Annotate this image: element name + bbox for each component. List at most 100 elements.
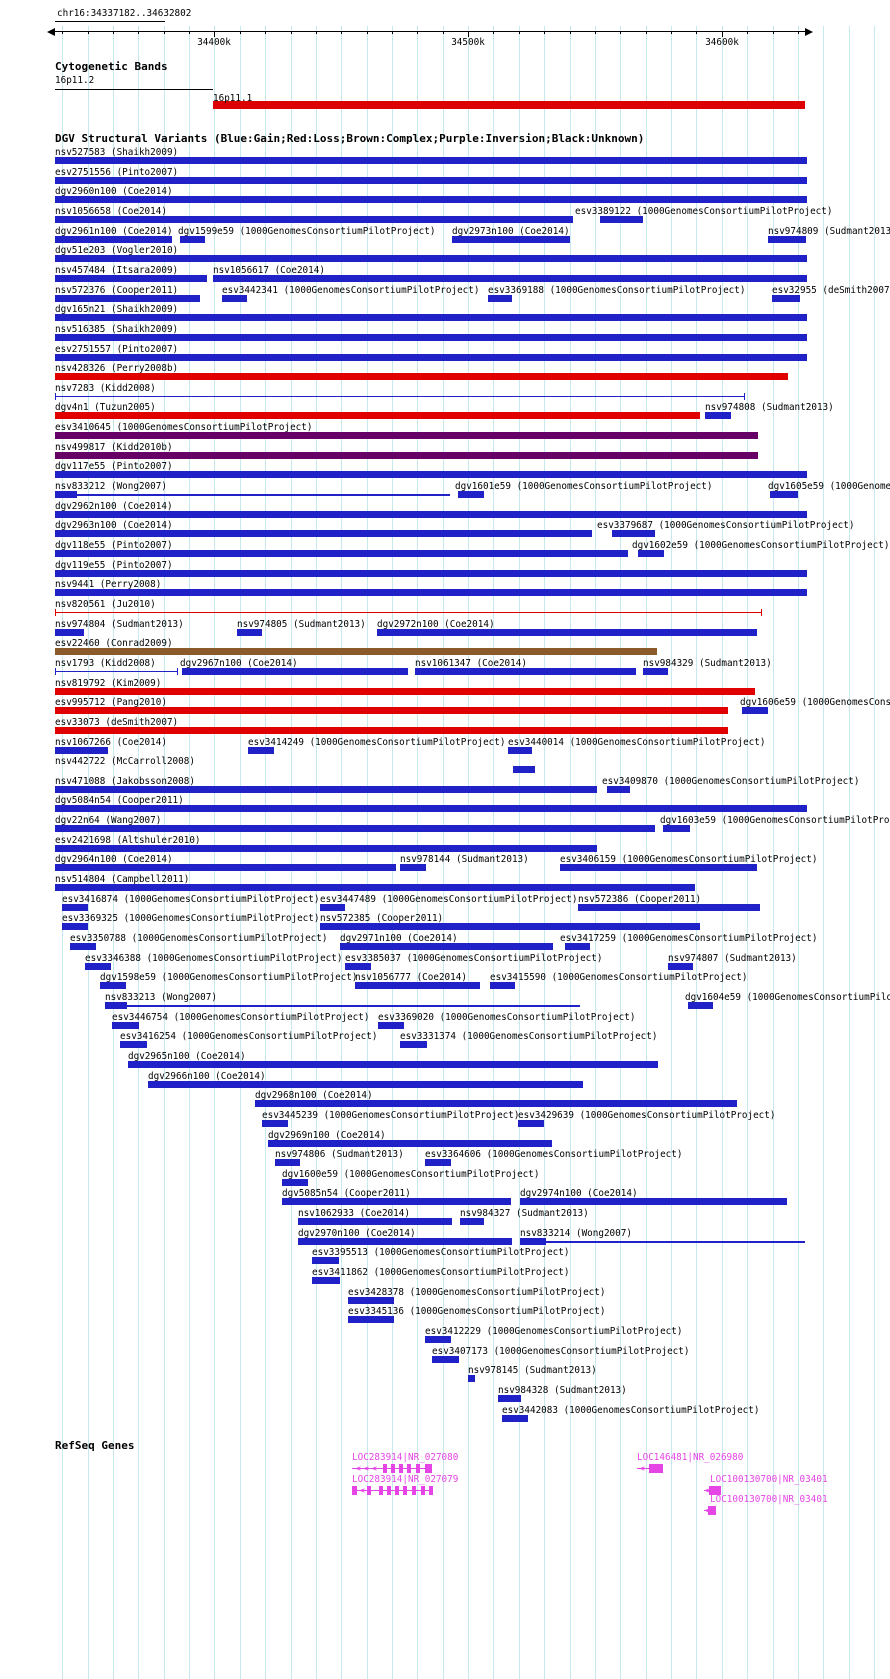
variant-bar[interactable] [600,215,643,223]
variant-bar[interactable] [400,864,426,872]
variant-label[interactable]: esv3412229 (1000GenomesConsortiumPilotPr… [425,1326,683,1337]
variant-bar[interactable] [502,1414,528,1422]
variant-bar[interactable] [222,294,247,302]
variant-bar[interactable] [120,1041,147,1049]
variant-bar[interactable] [55,670,178,672]
variant-label[interactable]: esv3445239 (1000GenomesConsortiumPilotPr… [262,1109,520,1121]
variant-bar[interactable] [100,982,126,990]
variant-label[interactable]: nsv1793 (Kidd2008) [55,657,156,669]
variant-bar[interactable] [768,235,806,243]
variant-bar[interactable] [452,235,570,243]
variant-bar[interactable] [70,943,96,950]
variant-bar[interactable] [340,943,553,950]
variant-label[interactable]: dgv1602e59 (1000GenomesConsortiumPilotPr… [632,540,890,551]
variant-label[interactable]: dgv2972n100 (Coe2014) [377,618,495,630]
variant-label[interactable]: nsv516385 (Shaikh2009) [55,323,179,335]
gene-label[interactable]: LOC100130700|NR_03401 [710,1474,828,1485]
gene-label[interactable]: LOC100130700|NR_03401 [710,1494,828,1505]
gene-exon[interactable] [429,1486,433,1495]
variant-bar[interactable] [182,667,408,675]
variant-label[interactable]: nsv833214 (Wong2007) [520,1227,632,1239]
variant-bar[interactable] [127,1004,580,1007]
variant-bar[interactable] [55,412,700,420]
variant-label[interactable]: nsv984328 (Sudmant2013) [498,1384,627,1396]
variant-label[interactable]: nsv442722 (McCarroll2008) [55,756,195,768]
variant-bar[interactable] [213,274,807,282]
variant-label[interactable]: esv3379687 (1000GenomesConsortiumPilotPr… [597,520,855,532]
variant-bar[interactable] [518,1119,544,1127]
variant-label[interactable]: dgv1605e59 (1000GenomesConsortiumPilotPr… [768,481,890,493]
variant-label[interactable]: esv22460 (Conrad2009) [55,638,173,650]
variant-bar[interactable] [282,1198,511,1206]
variant-label[interactable]: esv3442341 (1000GenomesConsortiumPilotPr… [222,284,480,296]
variant-bar[interactable] [55,805,807,813]
variant-bar[interactable] [520,1237,546,1245]
variant-bar[interactable] [255,1100,737,1108]
gene-exon[interactable] [416,1464,420,1473]
variant-bar[interactable] [668,962,693,970]
variant-bar[interactable] [460,1218,484,1226]
variant-label[interactable]: esv2421698 (Altshuler2010) [55,834,201,846]
variant-bar[interactable] [490,982,515,990]
variant-bar[interactable] [55,550,628,557]
gene-exon[interactable] [412,1486,416,1495]
variant-bar[interactable] [55,611,762,613]
variant-label[interactable]: esv3406159 (1000GenomesConsortiumPilotPr… [560,854,818,866]
variant-label[interactable]: nsv457484 (Itsara2009) [55,264,179,276]
variant-bar[interactable] [468,1375,475,1383]
variant-bar[interactable] [55,215,573,223]
variant-bar[interactable] [55,294,200,302]
variant-bar[interactable] [320,923,700,931]
variant-bar[interactable] [498,1394,521,1402]
variant-bar[interactable] [348,1296,394,1304]
variant-label[interactable]: nsv819792 (Kim2009) [55,677,162,689]
variant-label[interactable]: dgv2962n100 (Coe2014) [55,500,173,512]
variant-label[interactable]: nsv974808 (Sudmant2013) [705,402,834,414]
variant-bar[interactable] [55,825,655,833]
variant-bar[interactable] [55,785,597,793]
variant-label[interactable]: dgv2973n100 (Coe2014) [452,225,570,237]
variant-label[interactable]: nsv471088 (Jakobsson2008) [55,775,195,787]
variant-bar[interactable] [55,491,77,499]
variant-label[interactable]: nsv9441 (Perry2008) [55,579,162,591]
variant-bar[interactable] [85,962,111,970]
variant-label[interactable]: dgv1599e59 (1000GenomesConsortiumPilotPr… [178,225,436,237]
variant-bar[interactable] [55,884,695,892]
variant-label[interactable]: nsv514804 (Campbell2011) [55,874,190,886]
variant-bar[interactable] [488,294,512,302]
variant-bar[interactable] [262,1119,288,1127]
variant-label[interactable]: dgv2961n100 (Coe2014) [55,225,173,237]
variant-label[interactable]: nsv572376 (Cooper2011) [55,284,179,296]
variant-label[interactable]: esv3440014 (1000GenomesConsortiumPilotPr… [508,736,766,748]
variant-label[interactable]: dgv2963n100 (Coe2014) [55,520,173,532]
variant-label[interactable]: nsv974809 (Sudmant2013) [768,225,890,237]
variant-bar[interactable] [560,864,757,872]
variant-label[interactable]: esv3446754 (1000GenomesConsortiumPilotPr… [112,1011,370,1023]
variant-bar[interactable] [298,1237,512,1245]
variant-label[interactable]: nsv978145 (Sudmant2013) [468,1365,597,1377]
variant-label[interactable]: esv3416254 (1000GenomesConsortiumPilotPr… [120,1031,378,1043]
variant-label[interactable]: dgv119e55 (Pinto2007) [55,559,173,571]
variant-bar[interactable] [55,864,396,872]
variant-bar[interactable] [565,943,590,950]
variant-bar[interactable] [513,766,535,774]
variant-label[interactable]: esv3410645 (1000GenomesConsortiumPilotPr… [55,422,313,434]
variant-label[interactable]: nsv833212 (Wong2007) [55,481,167,493]
variant-label[interactable]: esv3414249 (1000GenomesConsortiumPilotPr… [248,736,506,748]
gene-exon[interactable] [399,1464,403,1473]
variant-bar[interactable] [180,235,205,243]
variant-bar[interactable] [425,1159,451,1167]
variant-label[interactable]: nsv572386 (Cooper2011) [578,893,702,905]
variant-label[interactable]: esv3369325 (1000GenomesConsortiumPilotPr… [62,913,320,925]
variant-bar[interactable] [520,1198,787,1206]
variant-label[interactable]: dgv2974n100 (Coe2014) [520,1188,638,1200]
variant-bar[interactable] [128,1060,658,1068]
variant-label[interactable]: esv3350788 (1000GenomesConsortiumPilotPr… [70,933,328,944]
variant-bar[interactable] [638,550,664,557]
variant-bar[interactable] [705,412,731,420]
variant-label[interactable]: nsv527583 (Shaikh2009) [55,147,179,158]
variant-bar[interactable] [105,1001,127,1009]
variant-label[interactable]: esv3442083 (1000GenomesConsortiumPilotPr… [502,1404,760,1416]
variant-label[interactable]: esv3428378 (1000GenomesConsortiumPilotPr… [348,1286,606,1298]
variant-bar[interactable] [355,982,480,990]
